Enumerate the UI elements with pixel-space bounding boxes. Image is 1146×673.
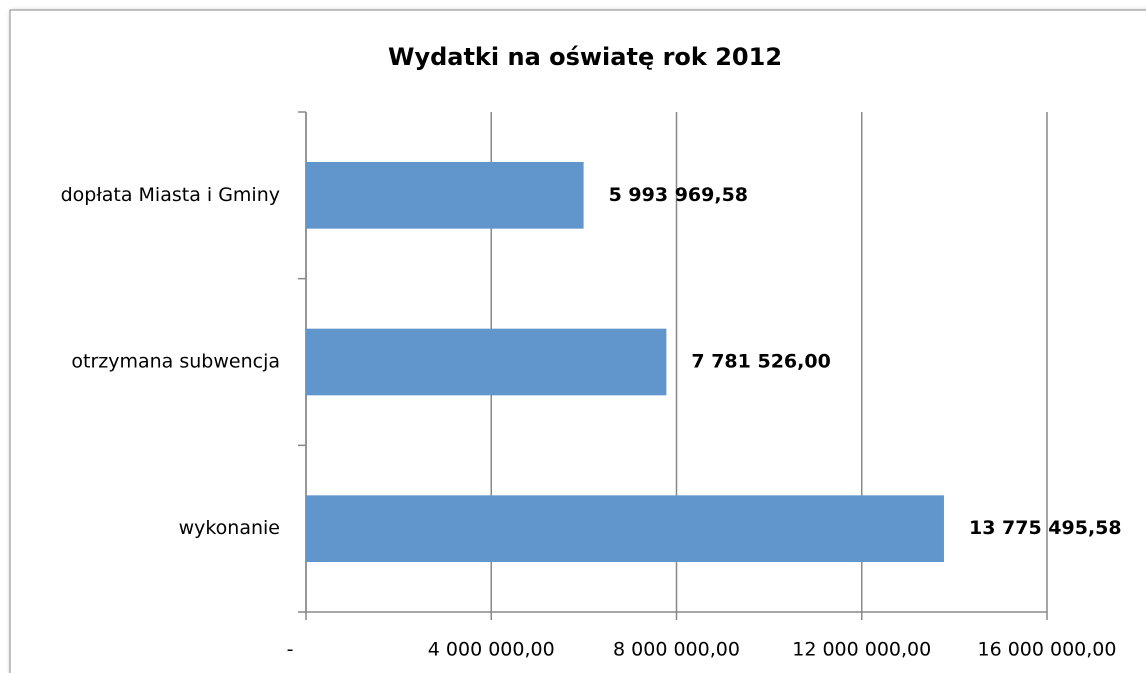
bar <box>306 162 584 229</box>
value-label: 13 775 495,58 <box>969 517 1122 539</box>
x-tick-label: - <box>287 639 294 661</box>
value-label: 5 993 969,58 <box>609 184 748 206</box>
y-tick-label: wykonanie <box>179 517 280 539</box>
bar <box>306 328 667 396</box>
y-tick-label: otrzymana subwencja <box>71 351 280 373</box>
x-tick-label: 16 000 000,00 <box>977 639 1116 661</box>
x-tick-label: 8 000 000,00 <box>613 639 740 661</box>
bar <box>306 495 944 562</box>
x-tick-label: 12 000 000,00 <box>792 639 931 661</box>
chart-title: Wydatki na oświatę rok 2012 <box>388 43 782 71</box>
value-label: 7 781 526,00 <box>691 351 830 373</box>
x-tick-label: 4 000 000,00 <box>428 639 555 661</box>
y-tick-label: dopłata Miasta i Gminy <box>61 184 280 206</box>
